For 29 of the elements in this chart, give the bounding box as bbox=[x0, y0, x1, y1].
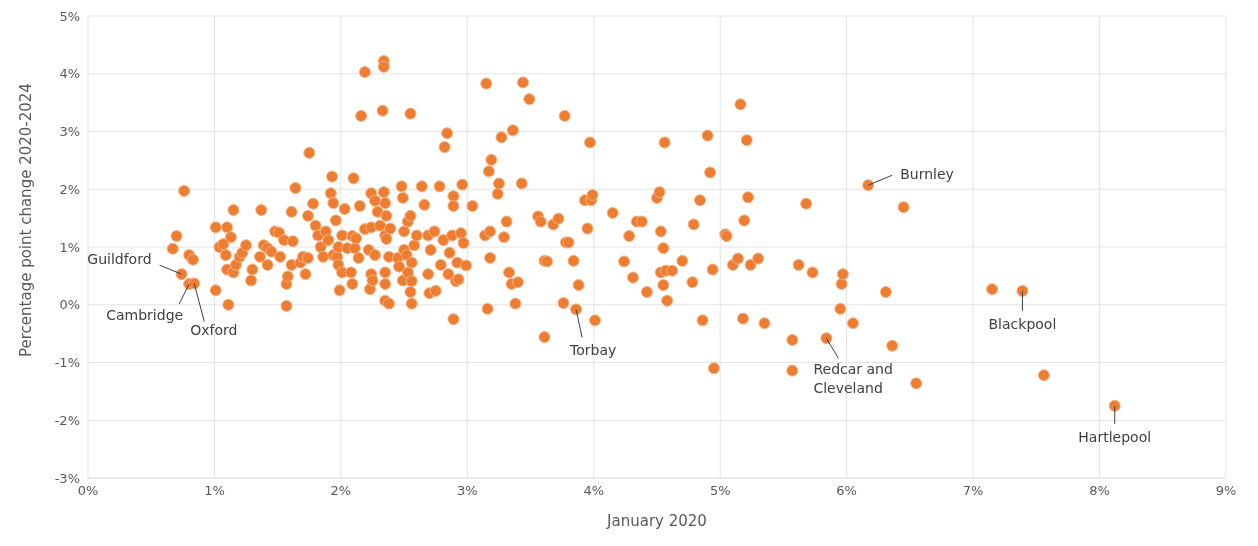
annotation: Hartlepool bbox=[1078, 428, 1152, 445]
x-tick-label: 4% bbox=[583, 483, 605, 499]
x-tick-label: 2% bbox=[330, 483, 352, 499]
x-tick-label: 7% bbox=[962, 483, 984, 499]
y-tick-label: 3% bbox=[59, 124, 80, 140]
annotation: Torbay bbox=[569, 342, 617, 359]
y-tick-label: -1% bbox=[54, 355, 80, 371]
annotation: Blackpool bbox=[988, 315, 1057, 332]
annotation: Burnley bbox=[900, 166, 954, 183]
y-tick-label: 1% bbox=[59, 239, 80, 255]
x-tick-label: 0% bbox=[77, 483, 99, 499]
annotation: Redcar and Cleveland bbox=[813, 361, 893, 397]
y-tick-label: 4% bbox=[59, 66, 80, 82]
x-tick-label: 5% bbox=[709, 483, 731, 499]
x-tick-label: 1% bbox=[204, 483, 225, 499]
y-tick-label: 5% bbox=[59, 8, 80, 24]
x-tick-label: 8% bbox=[1089, 483, 1110, 499]
annotation: Cambridge bbox=[106, 306, 184, 323]
annotation: Oxford bbox=[190, 322, 238, 339]
y-tick-label: -3% bbox=[54, 470, 80, 486]
y-tick-label: 2% bbox=[59, 181, 80, 197]
x-axis-title: January 2020 bbox=[606, 512, 707, 530]
x-tick-label: 6% bbox=[836, 483, 857, 499]
x-tick-label: 3% bbox=[457, 483, 478, 499]
y-axis-title: Percentage point change 2020-2024 bbox=[17, 83, 36, 357]
y-tick-label: 0% bbox=[59, 297, 80, 313]
x-tick-label: 9% bbox=[1215, 483, 1237, 499]
y-tick-label: -2% bbox=[54, 412, 80, 428]
annotation: Guildford bbox=[87, 251, 152, 268]
